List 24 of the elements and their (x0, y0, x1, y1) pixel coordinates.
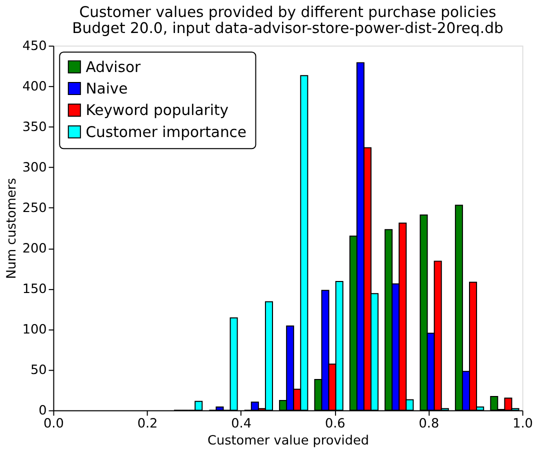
x-axis-title: Customer value provided (208, 433, 369, 448)
y-tick-label: 150 (22, 282, 47, 298)
y-axis-title: Num customers (4, 178, 20, 280)
legend-label: Advisor (86, 58, 142, 76)
chart-subtitle: Budget 20.0, input data-advisor-store-power-dist-20req.db (72, 20, 504, 37)
y-tick-label: 200 (22, 242, 47, 257)
y-tick-label: 100 (22, 322, 47, 338)
x-tick-label: 0.0 (44, 416, 64, 432)
y-tick-label: 250 (22, 201, 47, 216)
y-tick-label: 0 (38, 404, 47, 419)
x-tick-label: 0.2 (137, 416, 158, 432)
chart-title: Customer values provided by different purchase policies (79, 4, 496, 22)
y-tick-label: 450 (22, 39, 47, 54)
x-tick-label: 0.8 (418, 416, 440, 432)
y-tick-label: 350 (22, 120, 47, 136)
x-tick-label: 1.0 (512, 416, 533, 432)
legend-label: Customer importance (86, 124, 247, 141)
y-tick-label: 50 (30, 363, 47, 378)
y-tick-label: 300 (22, 160, 47, 176)
x-tick-label: 0.4 (231, 416, 252, 432)
x-tick-label: 0.6 (324, 416, 346, 432)
legend-label: Naive (86, 80, 128, 98)
y-tick-label: 400 (22, 80, 47, 95)
legend-label: Keyword popularity (86, 102, 229, 120)
